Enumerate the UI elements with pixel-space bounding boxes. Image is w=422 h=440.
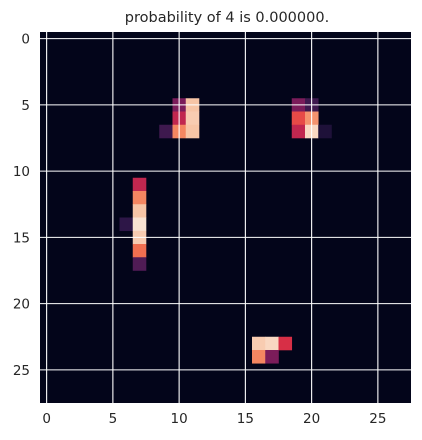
heatmap-cell [185,124,200,139]
x-tick-label: 10 [171,411,188,427]
x-tick-label: 5 [109,411,118,427]
heatmap-cell [185,111,200,126]
heatmap-cell [159,124,173,139]
y-tick-label: 10 [13,164,30,180]
heatmap-background [40,32,411,403]
heatmap-cell [132,177,147,192]
heatmap-cell [132,217,147,232]
y-tick-label: 25 [13,363,30,379]
y-tick-label: 5 [21,98,30,114]
heatmap-cell [252,350,266,364]
heatmap-cell [119,217,134,232]
x-axis-ticks: 0 5 10 15 20 25 [42,411,386,427]
heatmap-cell [278,336,293,351]
y-axis-ticks: 0 5 10 15 20 25 [13,32,30,379]
x-tick-label: 20 [303,411,320,427]
y-tick-label: 20 [13,297,30,313]
y-tick-label: 0 [21,32,30,48]
heatmap-cell [132,191,147,205]
heatmap-cell [291,111,306,126]
x-tick-label: 15 [237,411,254,427]
x-tick-label: 0 [42,411,51,427]
heatmap-cell [291,124,306,139]
plot-background [40,32,411,403]
x-tick-label: 25 [369,411,386,427]
heatmap-cell [265,350,279,364]
heatmap-cell [318,124,332,139]
heatmap-cell [132,204,147,218]
heatmap-cell [265,336,279,351]
y-tick-label: 15 [13,230,30,246]
heatmap-cell [132,244,147,258]
heatmap-cell [252,336,266,351]
grid-lines [40,32,411,403]
chart-title: probability of 4 is 0.000000. [125,10,329,26]
heatmap-cell [132,257,147,271]
